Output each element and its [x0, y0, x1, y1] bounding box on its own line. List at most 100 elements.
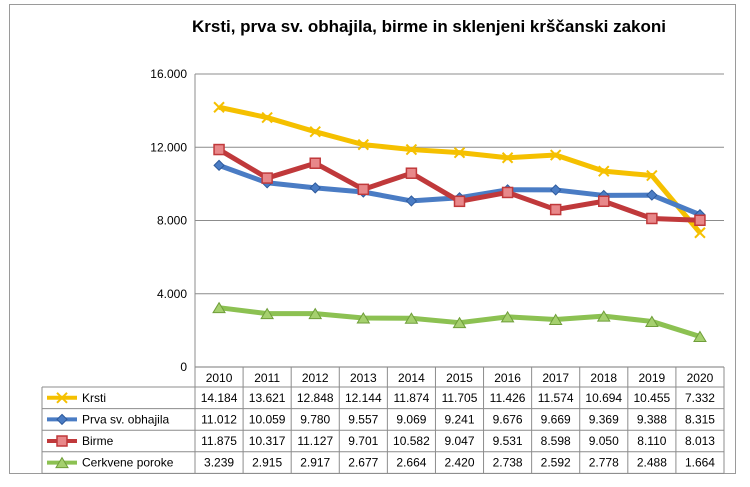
point-cerkvene-poroke [260, 307, 275, 320]
data-label: 10.694 [585, 391, 622, 405]
data-label: 9.780 [300, 412, 330, 426]
legend-label: Prva sv. obhajila [82, 412, 169, 426]
x-tick-label: 2013 [350, 371, 377, 385]
legend-label: Cerkvene poroke [82, 456, 174, 470]
data-label: 9.069 [396, 412, 426, 426]
data-label: 2.420 [444, 456, 474, 470]
data-label: 9.557 [348, 412, 378, 426]
point-birme [309, 157, 321, 169]
x-tick-label: 2012 [302, 371, 329, 385]
chart-frame [9, 4, 736, 474]
y-tick-label: 4.000 [157, 287, 187, 301]
point-cerkvene-poroke [404, 312, 419, 324]
point-birme [405, 167, 418, 179]
data-label: 9.388 [637, 412, 667, 426]
data-label: 10.317 [249, 434, 286, 448]
point-krsti [357, 138, 370, 151]
data-label: 11.127 [297, 434, 333, 448]
point-cerkvene-poroke [452, 316, 467, 329]
point-birme [501, 186, 514, 199]
x-tick-label: 2014 [398, 371, 425, 385]
x-tick-label: 2020 [687, 371, 714, 385]
point-cerkvene-poroke [212, 301, 226, 314]
data-label: 11.874 [394, 391, 430, 405]
x-tick-label: 2018 [590, 371, 617, 385]
data-label: 2.915 [252, 456, 282, 470]
point-birme [357, 183, 370, 196]
data-label: 2.592 [541, 456, 571, 470]
point-birme [598, 195, 610, 208]
data-label: 9.047 [444, 434, 474, 448]
y-tick-label: 16.000 [150, 67, 187, 81]
point-prva-sv-obhajila [56, 413, 68, 426]
data-label: 1.664 [685, 456, 715, 470]
data-label: 11.705 [442, 391, 478, 405]
point-cerkvene-poroke [356, 312, 371, 324]
data-label: 2.664 [396, 456, 426, 470]
point-krsti [261, 111, 273, 124]
point-prva-sv-obhajila [549, 184, 562, 196]
data-label: 9.531 [493, 434, 523, 448]
data-label: 2.738 [493, 456, 523, 470]
data-label: 9.701 [348, 434, 378, 448]
point-krsti [646, 169, 658, 182]
data-label: 13.621 [249, 391, 286, 405]
data-label: 12.144 [345, 391, 382, 405]
data-label: 9.676 [493, 412, 523, 426]
point-prva-sv-obhajila [309, 182, 321, 194]
data-label: 9.369 [589, 412, 619, 426]
point-cerkvene-poroke [55, 456, 69, 469]
x-tick-label: 2011 [254, 371, 280, 385]
point-birme [453, 195, 466, 208]
point-cerkvene-poroke [644, 315, 659, 327]
data-label: 10.582 [393, 434, 430, 448]
data-label: 3.239 [204, 456, 234, 470]
point-krsti [598, 165, 610, 177]
data-label: 9.669 [541, 412, 571, 426]
data-label: 2.488 [637, 456, 667, 470]
data-label: 8.110 [637, 434, 666, 448]
data-label: 8.598 [541, 434, 571, 448]
data-label: 2.917 [300, 456, 330, 470]
point-cerkvene-poroke [693, 330, 707, 343]
x-tick-label: 2010 [206, 371, 233, 385]
point-krsti [56, 392, 68, 404]
data-label: 9.050 [589, 434, 619, 448]
y-tick-label: 0 [180, 360, 187, 374]
chart-title: Krsti, prva sv. obhajila, birme in sklen… [192, 17, 666, 36]
legend-label: Birme [82, 434, 114, 448]
point-krsti [549, 149, 562, 161]
data-label: 2.677 [348, 456, 378, 470]
data-label: 11.426 [490, 391, 526, 405]
data-label: 7.332 [685, 391, 715, 405]
data-label: 14.184 [201, 391, 238, 405]
data-label: 11.875 [201, 434, 237, 448]
point-birme [549, 203, 562, 216]
x-tick-label: 2019 [639, 371, 666, 385]
x-tick-label: 2015 [446, 371, 473, 385]
point-cerkvene-poroke [308, 307, 323, 320]
point-birme [694, 214, 706, 227]
point-cerkvene-poroke [596, 310, 611, 322]
data-label: 11.574 [538, 391, 574, 405]
point-birme [261, 172, 273, 184]
point-krsti [213, 101, 225, 113]
data-label: 10.455 [634, 391, 671, 405]
x-tick-label: 2017 [542, 371, 569, 385]
data-label: 10.059 [249, 412, 286, 426]
x-tick-label: 2016 [494, 371, 521, 385]
point-krsti [405, 143, 418, 156]
data-label: 8.315 [685, 412, 715, 426]
point-krsti [501, 152, 514, 164]
point-birme [213, 143, 225, 156]
y-tick-label: 12.000 [150, 140, 187, 154]
point-prva-sv-obhajila [213, 159, 225, 172]
point-birme [56, 435, 68, 447]
point-krsti [694, 227, 706, 239]
point-cerkvene-poroke [500, 310, 515, 323]
point-krsti [309, 126, 321, 138]
point-krsti [453, 146, 466, 159]
data-label: 12.848 [297, 391, 334, 405]
point-birme [646, 212, 658, 225]
